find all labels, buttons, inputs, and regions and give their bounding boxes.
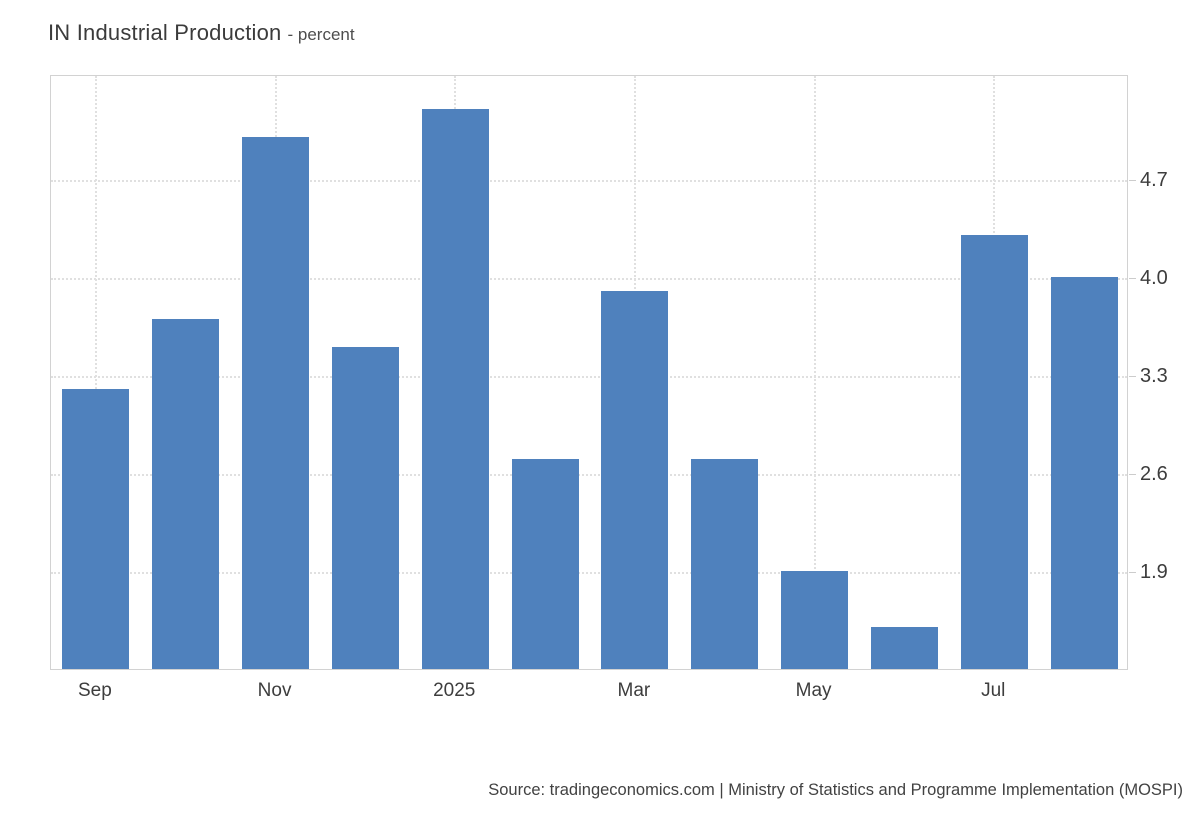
x-axis-label: Nov bbox=[257, 680, 292, 701]
bar-mar[interactable] bbox=[601, 291, 668, 669]
x-axis-label: Sep bbox=[78, 680, 112, 701]
chart-header: IN Industrial Production - percent bbox=[48, 20, 355, 46]
bar-jan[interactable] bbox=[422, 109, 489, 669]
x-gridline bbox=[813, 76, 816, 669]
bar-aug[interactable] bbox=[1051, 277, 1118, 669]
y-axis-label: 3.3 bbox=[1140, 365, 1168, 387]
x-gridline bbox=[94, 76, 97, 669]
y-axis-label: 4.0 bbox=[1140, 267, 1168, 289]
bar-apr[interactable] bbox=[691, 459, 758, 669]
bar-oct[interactable] bbox=[152, 319, 219, 669]
source-attribution: Source: tradingeconomics.com | Ministry … bbox=[488, 781, 1183, 799]
y-gridline bbox=[51, 474, 1127, 476]
y-axis-tick bbox=[1129, 376, 1136, 377]
x-axis-label: 2025 bbox=[433, 680, 476, 701]
y-axis-tick bbox=[1129, 278, 1136, 279]
bar-may[interactable] bbox=[781, 571, 848, 669]
y-axis-label: 2.6 bbox=[1140, 463, 1168, 485]
bar-nov[interactable] bbox=[242, 137, 309, 669]
y-axis-label: 1.9 bbox=[1140, 561, 1168, 583]
bar-jun[interactable] bbox=[871, 627, 938, 669]
y-axis-tick bbox=[1129, 474, 1136, 475]
x-axis-label: Mar bbox=[617, 680, 651, 701]
x-axis-label: May bbox=[795, 680, 832, 701]
y-axis-label: 4.7 bbox=[1140, 169, 1168, 191]
y-gridline bbox=[51, 278, 1127, 280]
plot-area bbox=[50, 75, 1128, 670]
y-axis-tick bbox=[1129, 180, 1136, 181]
bar-jul[interactable] bbox=[961, 235, 1028, 669]
bar-dec[interactable] bbox=[332, 347, 399, 669]
y-gridline bbox=[51, 180, 1127, 182]
y-gridline bbox=[51, 572, 1127, 574]
chart-title: IN Industrial Production bbox=[48, 20, 282, 45]
y-gridline bbox=[51, 376, 1127, 378]
x-axis-label: Jul bbox=[981, 680, 1006, 701]
chart-subtitle: - percent bbox=[287, 25, 355, 44]
bar-sep[interactable] bbox=[62, 389, 129, 669]
y-axis-tick bbox=[1129, 572, 1136, 573]
bar-feb[interactable] bbox=[512, 459, 579, 669]
